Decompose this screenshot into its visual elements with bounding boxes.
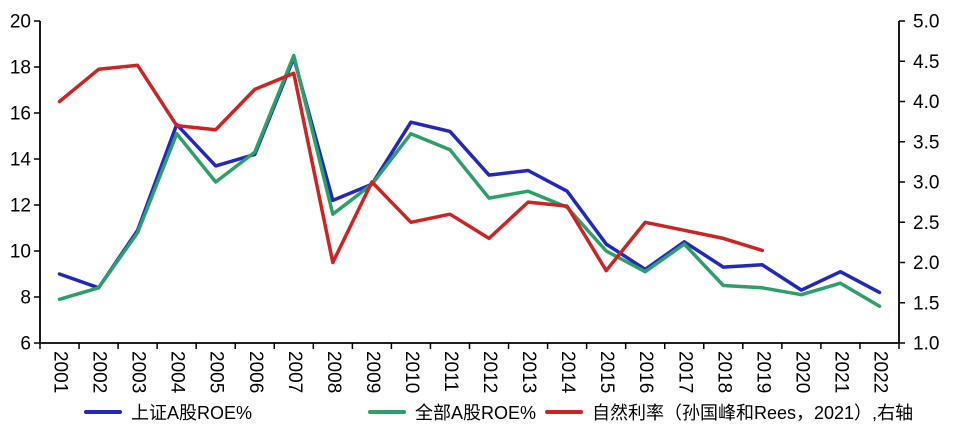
x-axis-year-label: 2013 (518, 351, 539, 393)
right-axis-tick-label: 3.5 (913, 132, 939, 153)
x-axis-year-label: 2005 (206, 351, 227, 393)
x-axis-year-label: 2010 (401, 351, 422, 393)
left-axis-tick-label: 10 (10, 242, 31, 263)
x-axis-labels: 2001 2002 2003 2004 2005 2006 2007 2008 2009 2010… (50, 351, 891, 394)
x-axis-ticks (39, 343, 900, 349)
natural-rate-line (57, 63, 765, 273)
right-axis-tick-label: 1.5 (913, 293, 939, 314)
right-axis-tick-label: 4.5 (913, 52, 939, 73)
chart-legend: 上证A股ROE% 全部A股ROE% 自然利率（孙国峰和Rees，2021）,右轴 (0, 398, 971, 428)
left-axis-tick-label: 14 (10, 150, 32, 171)
x-axis-year-label: 2003 (128, 351, 149, 393)
right-axis-tick-label: 3.0 (913, 173, 939, 194)
x-axis-year-label: 2004 (167, 351, 188, 394)
x-axis-year-label: 2014 (557, 351, 578, 394)
x-axis-year-label: 2007 (284, 351, 305, 393)
x-axis-year-label: 2012 (479, 351, 500, 393)
legend-swatch-all-a-share-roe (368, 410, 406, 414)
x-axis-year-label: 2020 (791, 351, 812, 393)
shanghai-a-share-roe-line (57, 56, 882, 295)
left-axis-tick-label: 16 (10, 104, 31, 125)
legend-item-all-a-share-roe: 全部A股ROE% (368, 398, 536, 426)
legend-label-shanghai-a-share-roe: 上证A股ROE% (131, 403, 253, 423)
x-axis-year-label: 2019 (752, 351, 773, 393)
all-a-share-roe-line (57, 53, 882, 308)
x-axis-year-label: 2002 (89, 351, 110, 393)
left-axis: 20 18 16 14 12 10 8 6 (10, 12, 40, 355)
axes (39, 21, 900, 344)
x-axis-year-label: 2009 (362, 351, 383, 393)
right-axis-tick-label: 1.0 (913, 334, 939, 355)
x-axis-year-label: 2018 (713, 351, 734, 393)
left-axis-tick-label: 20 (10, 12, 31, 33)
left-axis-tick-label: 12 (10, 196, 31, 217)
left-axis-tick-label: 8 (20, 288, 31, 309)
right-axis-tick-label: 5.0 (913, 12, 939, 33)
legend-swatch-shanghai-a-share-roe (84, 410, 122, 414)
right-axis-tick-label: 2.0 (913, 253, 939, 274)
left-axis-tick-label: 18 (10, 58, 31, 79)
right-axis-tick-label: 2.5 (913, 213, 939, 234)
x-axis-year-label: 2017 (674, 351, 695, 393)
right-axis-tick-label: 4.0 (913, 92, 939, 113)
plot-area (57, 53, 882, 308)
x-axis-year-label: 2008 (323, 351, 344, 393)
legend-label-natural-rate: 自然利率（孙国峰和Rees，2021）,右轴 (592, 403, 914, 423)
x-axis-year-label: 2011 (440, 351, 461, 392)
x-axis-year-label: 2021 (830, 351, 851, 393)
legend-swatch-natural-rate (545, 410, 583, 414)
x-axis-year-label: 2022 (869, 351, 890, 393)
x-axis-year-label: 2006 (245, 351, 266, 393)
x-axis-year-label: 2001 (50, 351, 71, 393)
x-axis-year-label: 2015 (596, 351, 617, 393)
legend-label-all-a-share-roe: 全部A股ROE% (415, 403, 537, 423)
legend-item-natural-rate: 自然利率（孙国峰和Rees，2021）,右轴 (545, 398, 913, 426)
legend-item-shanghai-a-share-roe: 上证A股ROE% (84, 398, 252, 426)
right-axis: 5.0 4.5 4.0 3.5 3.0 2.5 2.0 1.5 1.0 (899, 12, 939, 355)
x-axis-year-label: 2016 (635, 351, 656, 393)
left-axis-tick-label: 6 (20, 334, 31, 355)
